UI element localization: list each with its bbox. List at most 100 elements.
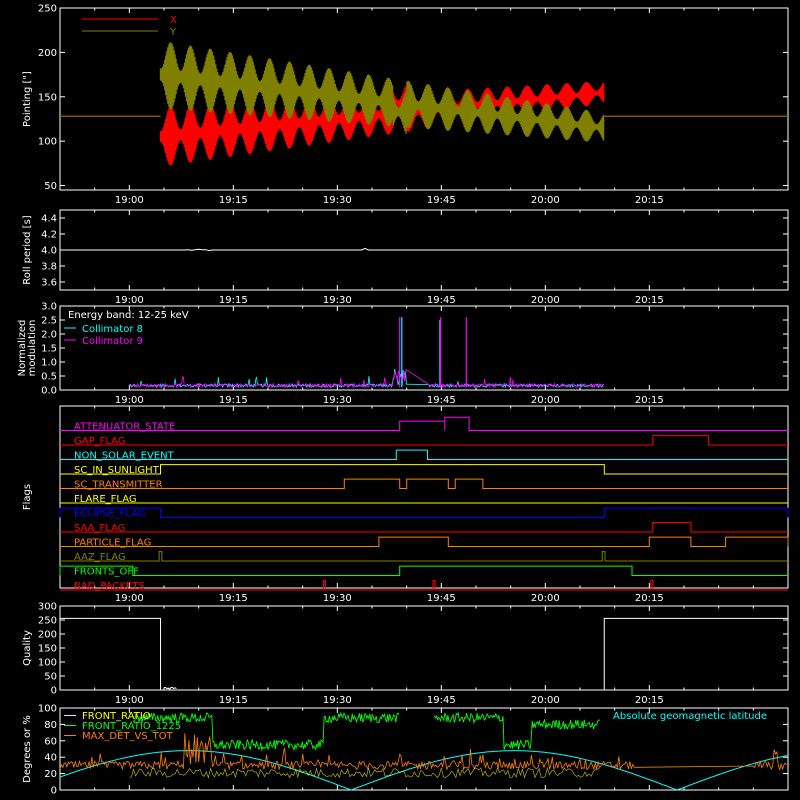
- quality-series-noise: [163, 686, 177, 691]
- pointing-xtick-label: 19:15: [219, 195, 248, 206]
- geomag-frame: [59, 707, 789, 791]
- flags-line: [60, 435, 788, 446]
- pointing-ylabel: Pointing ["]: [22, 71, 33, 127]
- roll-ytick-label: 3.8: [41, 262, 57, 273]
- pointing-ytick-label: 50: [44, 181, 57, 192]
- modulation-xtick-label: 20:00: [531, 395, 560, 406]
- modulation-xtick-label: 19:30: [323, 395, 352, 406]
- quality-ytick-label: 100: [38, 658, 57, 669]
- pointing-xtick-label: 20:00: [531, 195, 560, 206]
- flags-label: NON_SOLAR_EVENT: [74, 451, 175, 462]
- geomag-ytick-label: 40: [44, 753, 57, 764]
- flags-xtick-label: 19:45: [427, 593, 456, 604]
- flags-label: GAP_FLAG: [74, 436, 126, 447]
- geomag-legend-label: FRONT_RATIO: [82, 711, 151, 722]
- flags-line: [60, 464, 788, 475]
- flags-label: SC_IN_SUNLIGHT: [74, 465, 160, 476]
- roll-ylabel: Roll period [s]: [22, 215, 33, 284]
- modulation-legend-label: Collimator 9: [82, 336, 143, 347]
- modulation-ytick-label: 2.5: [41, 316, 57, 327]
- geomag-legend-right: Absolute geomagnetic latitude: [613, 711, 767, 722]
- geomag-series-fr1225: [132, 711, 600, 752]
- modulation-xtick-label: 19:00: [115, 395, 144, 406]
- flags-line: [60, 449, 788, 460]
- flags-xtick-label: 20:00: [531, 593, 560, 604]
- pointing-ytick-label: 150: [38, 92, 57, 103]
- roll-ytick-label: 4.2: [41, 230, 57, 241]
- modulation-xtick-label: 19:15: [219, 395, 248, 406]
- flags-line: [60, 580, 788, 591]
- geomag-ytick-label: 80: [44, 720, 57, 731]
- pointing-ytick-label: 200: [38, 48, 57, 59]
- pointing-series-Y: [159, 42, 605, 142]
- pointing-ytick-label: 250: [38, 4, 57, 15]
- quality-series-line: [60, 617, 788, 691]
- flags-line: [60, 416, 788, 431]
- modulation-ylabel: modulation: [27, 320, 38, 377]
- roll-xtick-label: 19:15: [219, 295, 248, 306]
- modulation-legend-title: Energy band: 12-25 keV: [68, 310, 189, 321]
- quality-xtick-label: 19:30: [323, 695, 352, 706]
- geomag-ylabel: Degrees or %: [22, 715, 33, 783]
- geomag-ytick-label: 60: [44, 736, 57, 747]
- flags-line: [60, 522, 788, 533]
- quality-ytick-label: 250: [38, 616, 57, 627]
- quality-xtick-label: 19:00: [115, 695, 144, 706]
- modulation-ytick-label: 2.0: [41, 330, 57, 341]
- roll-series-line: [60, 247, 788, 252]
- modulation-ytick-label: 0.0: [41, 386, 57, 397]
- pointing-xtick-label: 20:15: [635, 195, 664, 206]
- geomag-ytick-label: 20: [44, 769, 57, 780]
- flags-label: SC_TRANSMITTER: [74, 480, 163, 491]
- flags-xtick-label: 20:15: [635, 593, 664, 604]
- flags-label: FRONTS_OFF: [74, 567, 139, 578]
- roll-xtick-label: 20:15: [635, 295, 664, 306]
- quality-ylabel: Quality: [22, 630, 33, 666]
- flags-xtick-label: 19:00: [115, 593, 144, 604]
- geomag-ytick-label: 100: [38, 704, 57, 715]
- modulation-ylabel: Normalized: [17, 320, 28, 377]
- modulation-xtick-label: 19:45: [427, 395, 456, 406]
- modulation-legend-label: Collimator 8: [82, 324, 143, 335]
- modulation-ytick-label: 1.0: [41, 358, 57, 369]
- geomag-legend-label: MAX_DET_VS_TOT: [82, 731, 174, 742]
- flags-xtick-label: 19:15: [219, 593, 248, 604]
- roll-ytick-label: 4.4: [41, 214, 57, 225]
- geomag-series-latitude: [59, 750, 789, 791]
- flags-xtick-label: 19:30: [323, 593, 352, 604]
- pointing-ytick-label: 100: [38, 137, 57, 148]
- flags-label: FLARE_FLAG: [74, 494, 137, 505]
- flags-line: [60, 551, 788, 562]
- modulation-xtick-label: 20:15: [635, 395, 664, 406]
- quality-ytick-label: 300: [38, 602, 57, 613]
- pointing-frame: [59, 7, 789, 191]
- quality-ytick-label: 200: [38, 630, 57, 641]
- quality-xtick-label: 20:00: [531, 695, 560, 706]
- flags-frame: [59, 405, 789, 589]
- pointing-xtick-label: 19:00: [115, 195, 144, 206]
- quality-ytick-label: 150: [38, 644, 57, 655]
- geomag-series-maxdet: [59, 733, 787, 771]
- roll-xtick-label: 19:30: [323, 295, 352, 306]
- modulation-series-Collimator-9: [129, 369, 604, 389]
- flags-label: BAD_PACKETS: [74, 581, 145, 592]
- roll-xtick-label: 19:45: [427, 295, 456, 306]
- flags-line: [60, 536, 789, 547]
- modulation-ytick-label: 3.0: [41, 302, 57, 313]
- geomag-series-frontratio: [129, 767, 600, 779]
- roll-xtick-label: 19:00: [115, 295, 144, 306]
- roll-ytick-label: 4.0: [41, 246, 57, 257]
- flags-label: PARTICLE_FLAG: [74, 538, 151, 549]
- modulation-ytick-label: 0.5: [41, 372, 57, 383]
- flags-label: AAZ_FLAG: [74, 552, 126, 563]
- modulation-ytick-label: 1.5: [41, 344, 57, 355]
- geomag-legend-label: FRONT_RATIO_1225: [82, 721, 181, 732]
- pointing-xtick-label: 19:45: [427, 195, 456, 206]
- flags-ylabel: Flags: [22, 484, 33, 510]
- flags-line: [60, 478, 788, 489]
- flags-label: ECLIPSE_FLAG: [74, 509, 145, 520]
- quality-ytick-label: 0: [51, 686, 57, 697]
- quality-xtick-label: 19:45: [427, 695, 456, 706]
